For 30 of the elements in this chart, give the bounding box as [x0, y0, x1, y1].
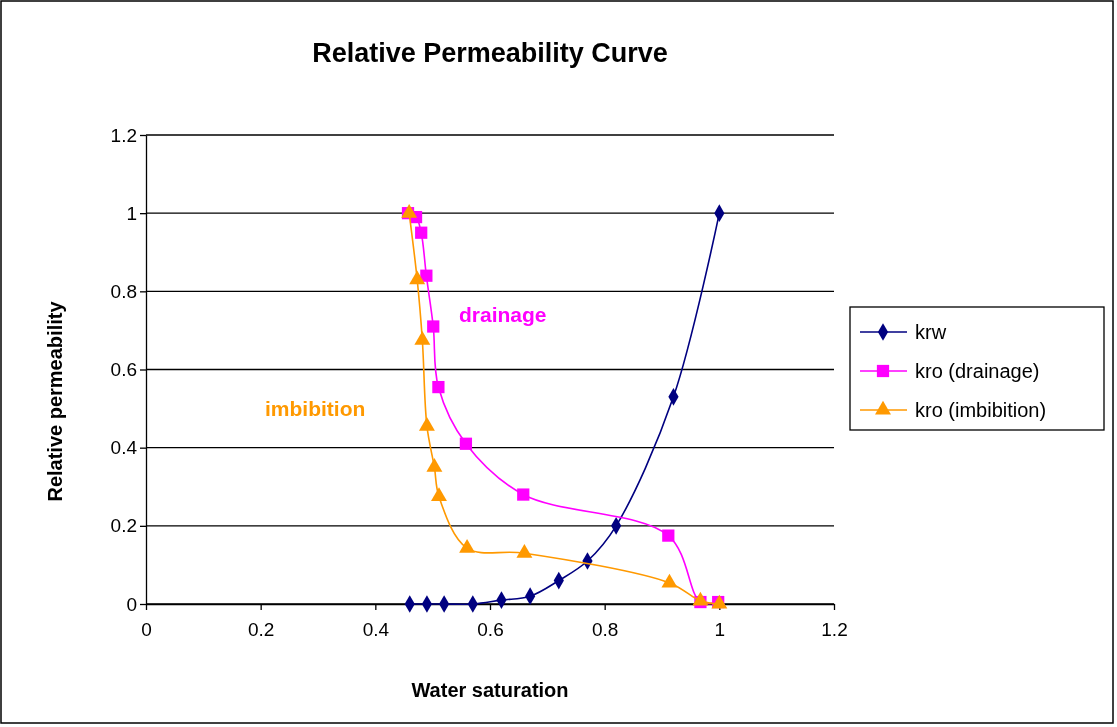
point: [415, 226, 428, 239]
x-tick-label: 0.8: [591, 618, 619, 640]
legend-label: kro (imbibition): [915, 399, 1047, 421]
x-tick-label: 0.4: [362, 618, 390, 640]
legend-label: kro (drainage): [915, 360, 1040, 382]
point: [427, 320, 440, 333]
y-tick-label: 0.6: [110, 359, 137, 381]
x-tick-label: 1.2: [821, 618, 848, 640]
point: [432, 380, 445, 394]
annotation: drainage: [459, 303, 547, 326]
x-tick-label: 0.2: [247, 618, 275, 640]
point: [662, 529, 675, 542]
y-tick-label: 0.8: [110, 280, 137, 302]
point: [431, 487, 447, 502]
annotation: imbibition: [265, 397, 366, 420]
y-tick-label: 0.2: [110, 515, 137, 537]
y-tick-label: 0.4: [110, 437, 138, 459]
legend-label: krw: [915, 321, 947, 343]
y-tick-label: 0: [126, 593, 137, 615]
y-tick-label: 1: [126, 202, 137, 224]
point: [409, 270, 426, 285]
chart-title: Relative Permeability Curve: [312, 38, 668, 68]
point: [459, 437, 473, 450]
point: [517, 488, 530, 501]
x-axis-title: Water saturation: [411, 679, 569, 701]
y-axis-title: Relative permeability: [44, 300, 66, 502]
x-tick-label: 0: [141, 618, 152, 640]
x-tick-label: 1: [714, 618, 726, 640]
x-tick-label: 0.6: [477, 618, 504, 640]
y-tick-label: 1.2: [110, 124, 137, 146]
